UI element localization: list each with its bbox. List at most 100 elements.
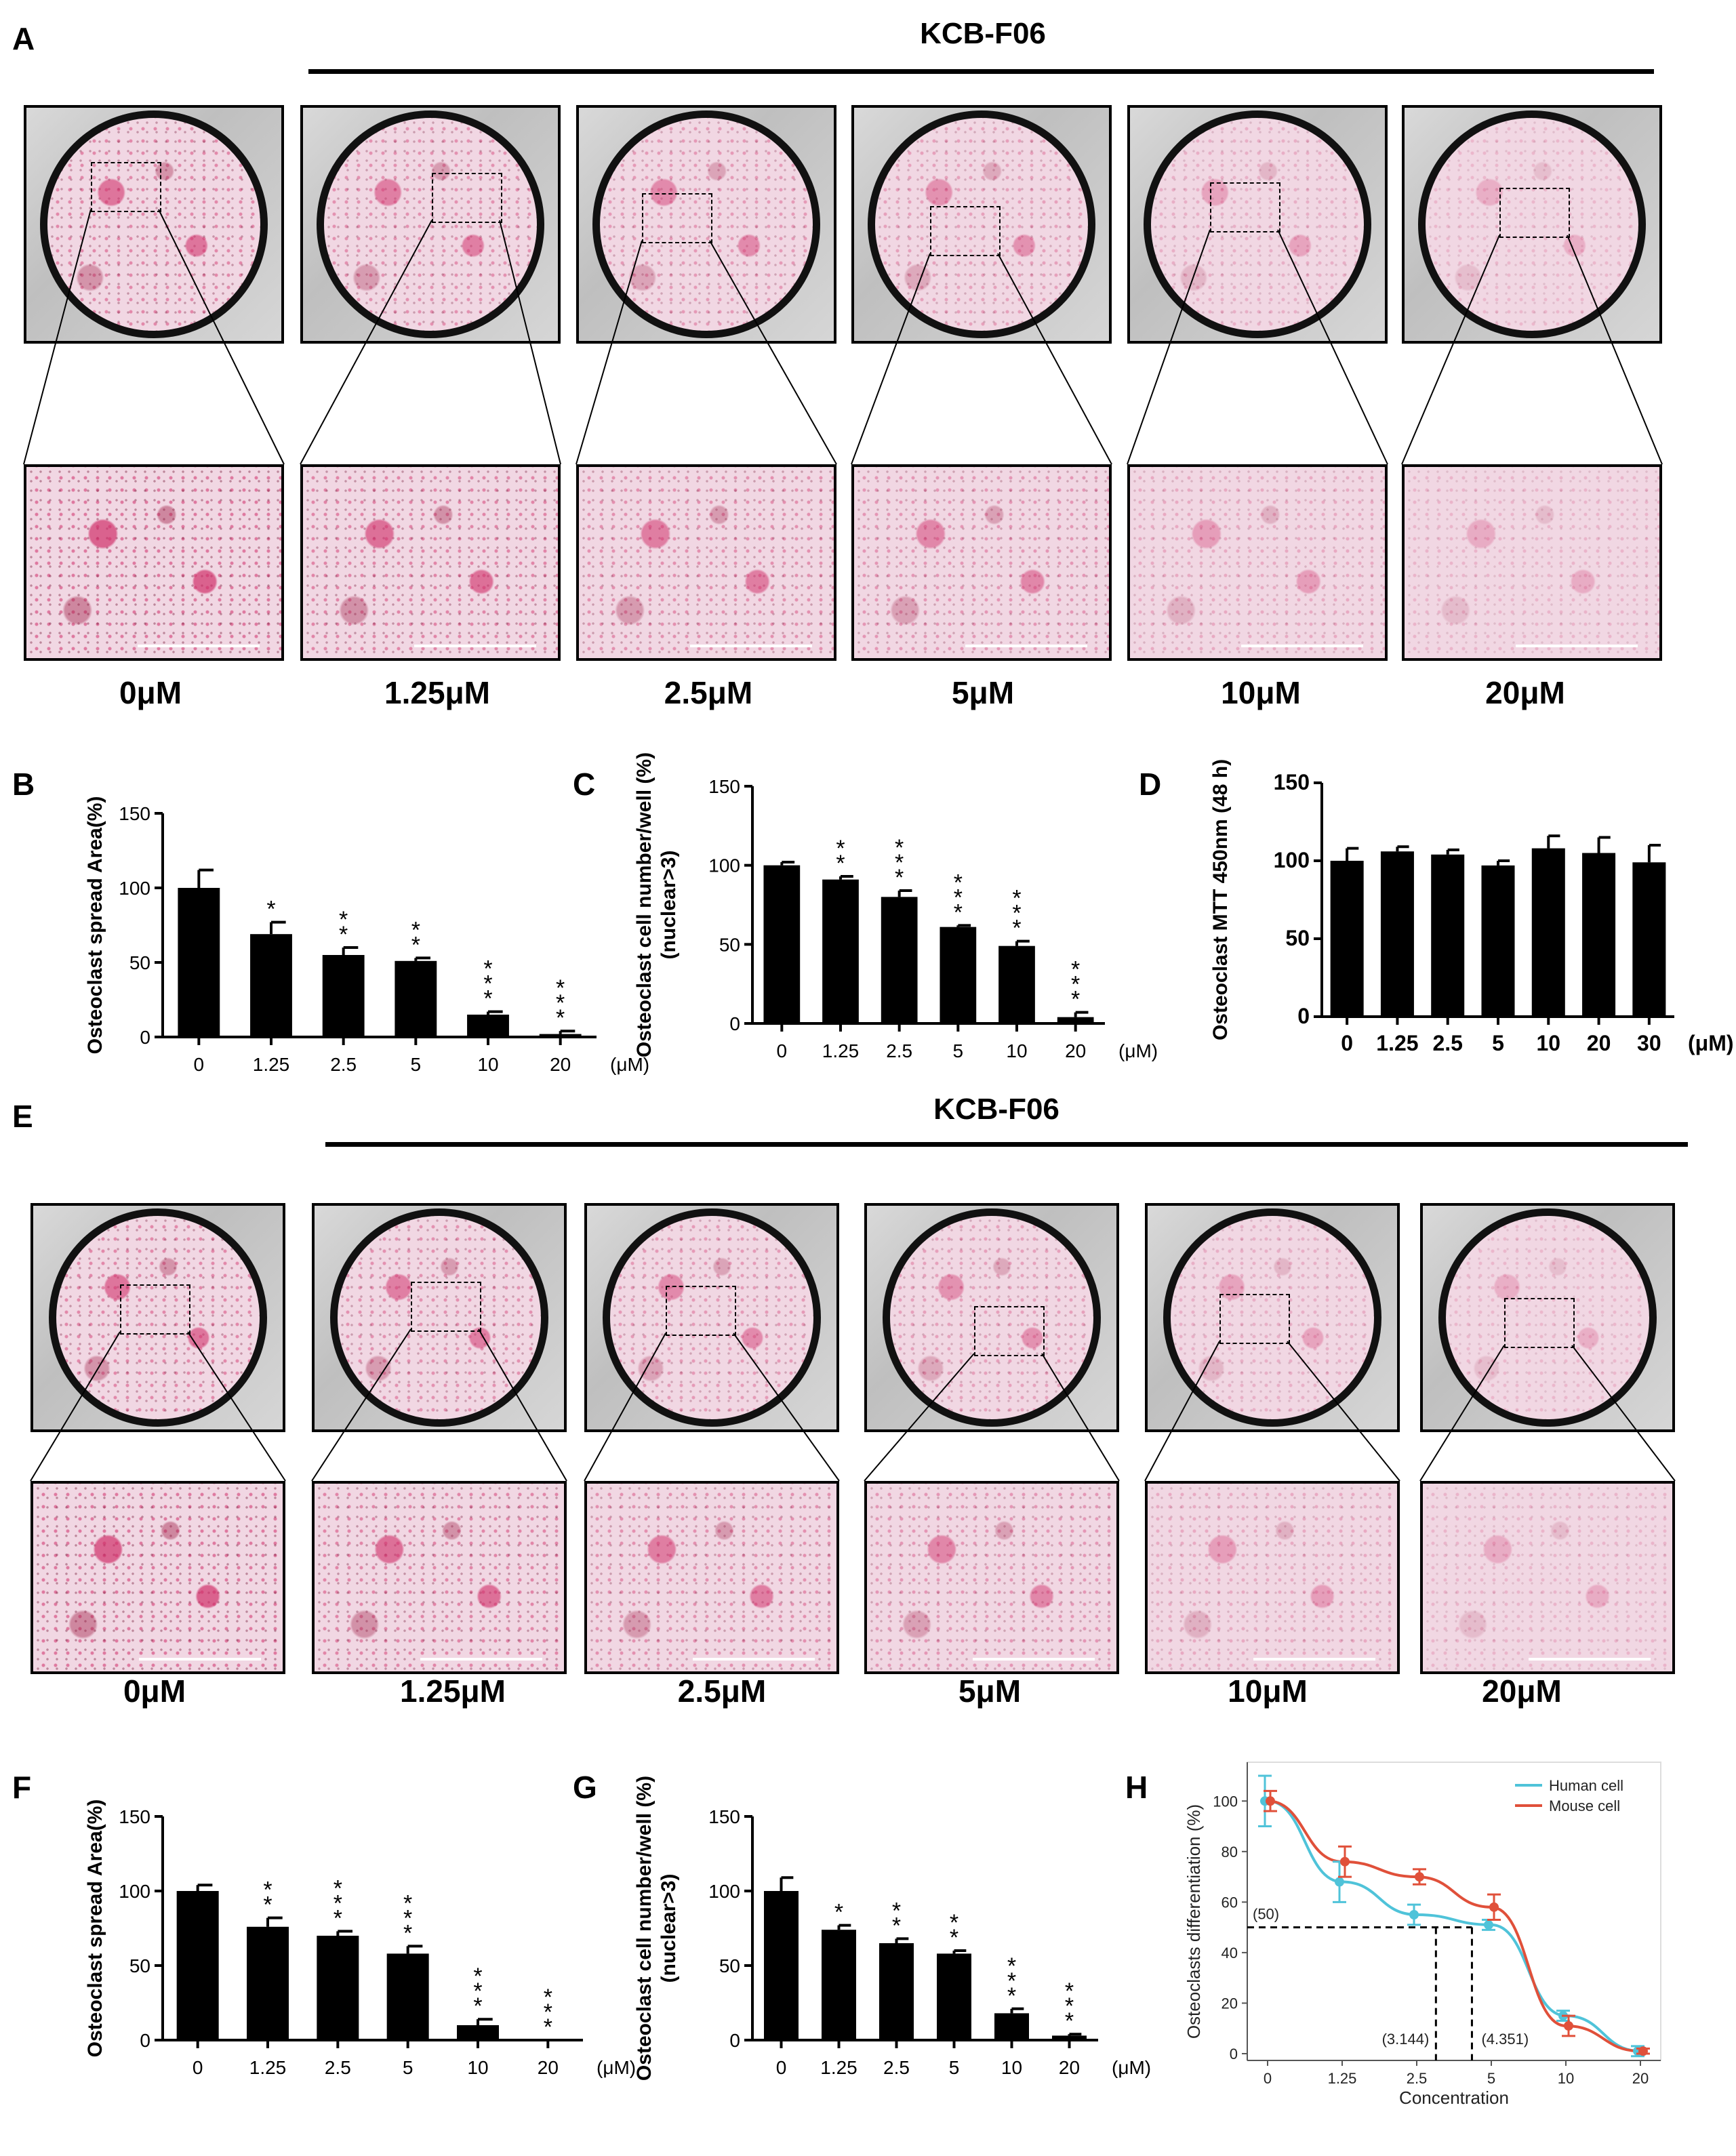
bar bbox=[998, 945, 1035, 1023]
connector-line bbox=[478, 1328, 567, 1482]
x-unit-label: (μM) bbox=[1112, 2057, 1151, 2078]
x-tick-label: 5 bbox=[949, 2057, 960, 2078]
significance-mark: * bbox=[834, 1900, 843, 1926]
bar bbox=[764, 1891, 799, 2040]
group-line-e bbox=[325, 1142, 1688, 1147]
bar bbox=[1330, 861, 1364, 1017]
significance-mark: * bbox=[556, 1005, 565, 1031]
significance-mark: * bbox=[1065, 1978, 1074, 2004]
panel-label-c: C bbox=[573, 767, 596, 802]
well-ring bbox=[603, 1208, 821, 1427]
dose-label: 2.5μM bbox=[664, 675, 753, 710]
connector-line bbox=[1401, 235, 1500, 465]
data-point bbox=[1484, 1919, 1493, 1930]
x-tick-label: 0 bbox=[777, 1040, 788, 1061]
well-image-a-1 bbox=[300, 105, 561, 344]
bar bbox=[1431, 854, 1465, 1017]
x-tick-label: 1.25 bbox=[1328, 2070, 1357, 2087]
x-tick-label: 10 bbox=[1558, 2070, 1574, 2087]
magnified-region-box bbox=[120, 1284, 190, 1335]
bar bbox=[317, 1936, 359, 2040]
y-tick-label: 100 bbox=[119, 878, 150, 899]
x-tick-label: 2.5 bbox=[330, 1054, 357, 1075]
bar bbox=[763, 865, 801, 1023]
panel-label-f: F bbox=[12, 1770, 32, 1805]
scale-bar bbox=[414, 645, 536, 647]
data-point bbox=[1489, 1902, 1499, 1912]
significance-mark: * bbox=[1065, 2008, 1074, 2034]
x-tick-label: 30 bbox=[1637, 1031, 1661, 1055]
well-image-a-5 bbox=[1402, 105, 1662, 344]
y-tick-label: 60 bbox=[1222, 1894, 1238, 1911]
bar bbox=[247, 1926, 289, 2040]
data-point bbox=[1340, 1856, 1350, 1867]
y-tick-label: 50 bbox=[719, 1955, 740, 1976]
y-tick-label: 100 bbox=[1213, 1793, 1238, 1810]
x-tick-label: 10 bbox=[1001, 2057, 1022, 2078]
y-tick-label: 40 bbox=[1222, 1945, 1238, 1961]
connector-line bbox=[997, 253, 1112, 465]
x-tick-label: 20 bbox=[1065, 1040, 1086, 1061]
bar bbox=[822, 879, 859, 1023]
well-ring bbox=[868, 110, 1095, 338]
connector-line bbox=[733, 1333, 840, 1482]
significance-mark: * bbox=[892, 1898, 901, 1924]
dose-label: 0μM bbox=[119, 675, 182, 710]
x-tick-label: 20 bbox=[1587, 1031, 1611, 1055]
significance-mark: * bbox=[954, 899, 963, 925]
significance-mark: * bbox=[473, 1993, 482, 2019]
magnified-region-box bbox=[1219, 1294, 1290, 1344]
data-point bbox=[1335, 1877, 1344, 1887]
bar bbox=[994, 2013, 1029, 2040]
significance-mark: * bbox=[334, 1905, 342, 1931]
y-tick-label: 0 bbox=[1297, 1004, 1310, 1028]
connector-line bbox=[300, 220, 432, 465]
significance-mark: * bbox=[403, 1905, 412, 1931]
x-tick-label: 1.25 bbox=[820, 2057, 857, 2078]
scale-bar bbox=[1529, 1658, 1651, 1661]
y-tick-label: 50 bbox=[719, 934, 740, 955]
x-tick-label: 10 bbox=[477, 1054, 498, 1075]
bar bbox=[1582, 853, 1616, 1017]
y-tick-label: 150 bbox=[119, 803, 150, 824]
significance-mark: * bbox=[556, 990, 565, 1016]
zoom-image-a-3 bbox=[851, 464, 1112, 661]
magnified-region-box bbox=[1210, 182, 1280, 232]
bar bbox=[940, 927, 977, 1023]
y-tick-label: 50 bbox=[129, 1955, 150, 1976]
significance-mark: * bbox=[473, 1964, 482, 1989]
zoom-image-a-0 bbox=[24, 464, 284, 661]
well-image-e-0 bbox=[31, 1203, 285, 1432]
significance-mark: * bbox=[411, 917, 420, 943]
significance-mark: * bbox=[1012, 916, 1021, 941]
significance-mark: * bbox=[895, 850, 904, 876]
dose-label: 5μM bbox=[958, 1673, 1022, 1709]
zoom-image-e-4 bbox=[1145, 1481, 1400, 1674]
significance-mark: * bbox=[1007, 1983, 1016, 2009]
connector-line bbox=[1127, 229, 1211, 465]
dose-label: 10μM bbox=[1228, 1673, 1308, 1709]
well-ring bbox=[1163, 1208, 1381, 1427]
group-line-a bbox=[308, 69, 1654, 74]
y-axis-label-2: (nuclear>3) bbox=[658, 851, 680, 960]
x-tick-label: 2.5 bbox=[886, 1040, 912, 1061]
significance-mark: * bbox=[403, 1890, 412, 1916]
scale-bar bbox=[973, 1658, 1095, 1661]
bar bbox=[1531, 848, 1565, 1017]
legend-label: Mouse cell bbox=[1549, 1797, 1620, 1814]
panel-label-e: E bbox=[12, 1099, 33, 1134]
scale-bar bbox=[690, 645, 812, 647]
significance-mark: * bbox=[403, 1920, 412, 1946]
bar bbox=[1380, 851, 1414, 1017]
y-tick-label: 50 bbox=[129, 952, 150, 973]
x-tick-label: 5 bbox=[953, 1040, 964, 1061]
bar bbox=[881, 897, 918, 1023]
bar bbox=[386, 1953, 429, 2040]
x-tick-label: 1.25 bbox=[249, 2057, 287, 2078]
scale-bar bbox=[965, 645, 1087, 647]
panel-label-g: G bbox=[573, 1770, 597, 1805]
significance-mark: * bbox=[1071, 957, 1080, 983]
connector-line bbox=[576, 240, 643, 465]
x-tick-label: 2.5 bbox=[1407, 2070, 1428, 2087]
significance-mark: * bbox=[954, 870, 963, 895]
